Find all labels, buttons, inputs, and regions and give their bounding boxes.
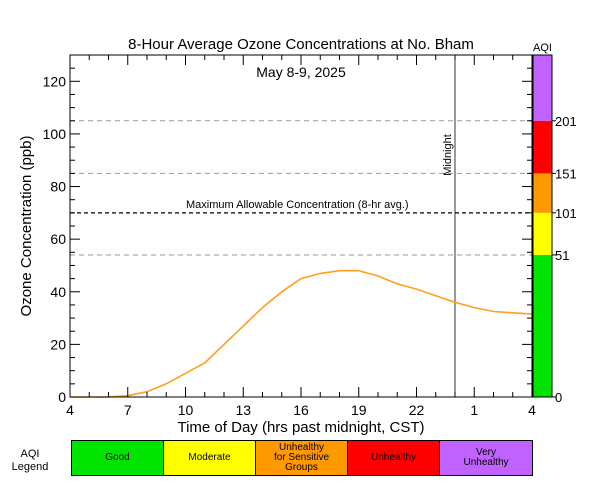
legend-unhealthy: Unhealthy <box>347 440 440 476</box>
y-tick-label-4: 80 <box>50 179 66 195</box>
y-tick-label-6: 120 <box>43 73 67 89</box>
y-tick-label-3: 60 <box>50 231 66 247</box>
x-tick-label-7: 1 <box>470 402 478 418</box>
aqi-label-2: 101 <box>555 206 577 221</box>
x-tick-label-1: 7 <box>124 402 132 418</box>
aqi-bar-segment-3 <box>533 120 552 174</box>
x-tick-label-4: 16 <box>293 402 309 418</box>
aqi-label-1: 51 <box>555 248 569 263</box>
aqi-bar-segment-1 <box>533 212 552 255</box>
aqi-label-4: 201 <box>555 114 577 129</box>
aqi-bar-segment-4 <box>533 55 552 121</box>
legend-good: Good <box>71 440 164 476</box>
max-allowable-label: Maximum Allowable Concentration (8-hr av… <box>186 199 409 211</box>
x-tick-label-2: 10 <box>178 402 194 418</box>
y-axis-label: Ozone Concentration (ppb) <box>18 136 35 317</box>
aqi-bar-frame <box>532 54 553 398</box>
aqi-bar-segment-2 <box>533 173 552 213</box>
aqi-label-0: 0 <box>555 390 562 405</box>
aqi-label-3: 151 <box>555 166 577 181</box>
midnight-label: Midnight <box>442 134 454 176</box>
y-tick-label-1: 20 <box>50 336 66 352</box>
chart-title: 8-Hour Average Ozone Concentrations at N… <box>128 36 474 53</box>
aqi-legend-title: AQI Legend <box>11 448 49 473</box>
y-tick-label-0: 0 <box>58 389 66 405</box>
x-axis-label: Time of Day (hrs past midnight, CST) <box>177 419 424 436</box>
legend-moderate: Moderate <box>163 440 256 476</box>
x-tick-label-5: 19 <box>351 402 367 418</box>
x-tick-label-8: 4 <box>528 402 536 418</box>
y-tick-label-2: 40 <box>50 284 66 300</box>
x-tick-label-0: 4 <box>66 402 74 418</box>
plot-frame <box>69 54 533 398</box>
x-tick-label-6: 22 <box>409 402 425 418</box>
aqi-legend: AQI Legend Good Moderate Unhealthy for S… <box>0 440 605 480</box>
y-tick-label-5: 100 <box>43 126 67 142</box>
aqi-bar-title: AQI <box>533 42 552 54</box>
x-tick-label-3: 13 <box>235 402 251 418</box>
legend-very-unhealthy: Very Unhealthy <box>439 440 533 476</box>
ozone-line <box>70 269 533 398</box>
aqi-bar-segment-0 <box>533 254 552 397</box>
chart-subtitle: May 8-9, 2025 <box>256 64 346 80</box>
legend-usg: Unhealthy for Sensitive Groups <box>255 440 348 476</box>
